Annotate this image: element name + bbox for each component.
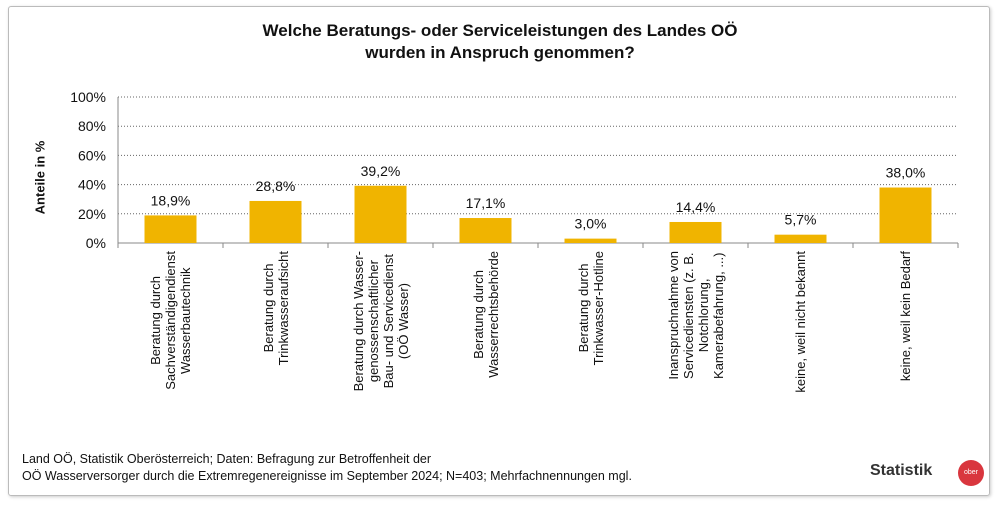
y-tick-label: 40%	[78, 177, 106, 193]
data-label: 17,1%	[466, 195, 506, 211]
y-tick-label: 20%	[78, 206, 106, 222]
x-category-label: Beratung durch Wasser-genossenschaftlich…	[350, 251, 411, 392]
x-category-label: Inanspruchnahme von Servicediensten (z. B…	[665, 251, 726, 380]
title-line-1: Welche Beratungs- oder Serviceleistungen…	[262, 21, 738, 40]
title-line-2: wurden in Anspruch genommen?	[365, 43, 635, 62]
statistik-logo-text: Statistik	[870, 462, 933, 479]
bar	[774, 234, 827, 243]
y-tick-label: 0%	[86, 235, 106, 251]
bar	[249, 200, 302, 243]
chart-title: Welche Beratungs- oder Serviceleistungen…	[0, 20, 1000, 64]
bar	[354, 185, 407, 243]
x-category-label: keine, weil nicht bekannt	[793, 251, 808, 393]
bar	[144, 215, 197, 243]
y-tick-label: 100%	[70, 89, 106, 105]
data-label: 38,0%	[886, 165, 926, 181]
x-category-label: Beratung durch Trinkwasseraufsicht	[260, 251, 291, 366]
x-category-label: Beratung durch Wasserrechtsbehörde	[470, 251, 501, 378]
bar	[459, 218, 512, 243]
frame	[8, 6, 990, 496]
data-label: 5,7%	[785, 212, 817, 228]
ober-logo-icon: ober	[958, 460, 984, 486]
data-label: 18,9%	[151, 192, 191, 208]
x-category-label: Beratung durch Sachverständigendienst Wass…	[148, 251, 193, 390]
x-category-label: keine, weil kein Bedarf	[898, 251, 913, 382]
data-label: 3,0%	[575, 216, 607, 232]
bar	[564, 238, 617, 243]
y-tick-label: 80%	[78, 118, 106, 134]
data-label: 14,4%	[676, 199, 716, 215]
bar	[669, 221, 722, 243]
data-label: 28,8%	[256, 178, 296, 194]
y-tick-label: 60%	[78, 147, 106, 163]
x-category-label: Beratung durch Trinkwasser-Hotline	[575, 251, 606, 366]
data-label: 39,2%	[361, 163, 401, 179]
source-line-2: OÖ Wasserversorger durch die Extremregen…	[22, 469, 632, 483]
source-note: Land OÖ, Statistik Oberösterreich; Daten…	[22, 451, 632, 485]
bar	[879, 187, 932, 243]
source-line-1: Land OÖ, Statistik Oberösterreich; Daten…	[22, 452, 432, 466]
